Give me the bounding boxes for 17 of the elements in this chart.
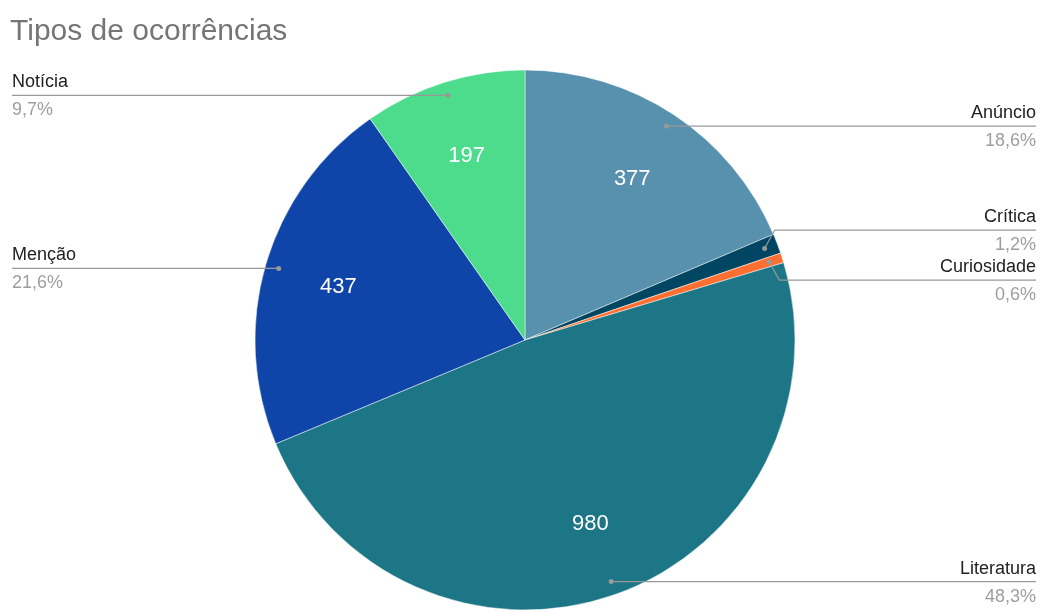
text: 0,6% <box>994 284 1036 305</box>
slice-label: Crítica <box>983 206 1037 227</box>
data-label: 980 <box>571 510 609 536</box>
text: 21,6% <box>12 272 64 293</box>
text: 18,6% <box>984 130 1036 151</box>
text: 9,7% <box>12 99 54 120</box>
data-label: 377 <box>613 164 651 190</box>
slice-label: Menção <box>12 244 77 265</box>
slice-label: Literatura <box>959 557 1037 578</box>
text: 48,3% <box>984 585 1036 606</box>
data-label: 197 <box>448 141 485 167</box>
slice-label: Notícia <box>12 71 70 92</box>
data-label: 437 <box>319 272 357 298</box>
chart-title: Tipos de ocorrências <box>10 13 288 46</box>
slice-label: Curiosidade <box>939 256 1036 277</box>
text: 1,2% <box>994 234 1036 255</box>
slice-label: Anúncio <box>970 102 1036 123</box>
